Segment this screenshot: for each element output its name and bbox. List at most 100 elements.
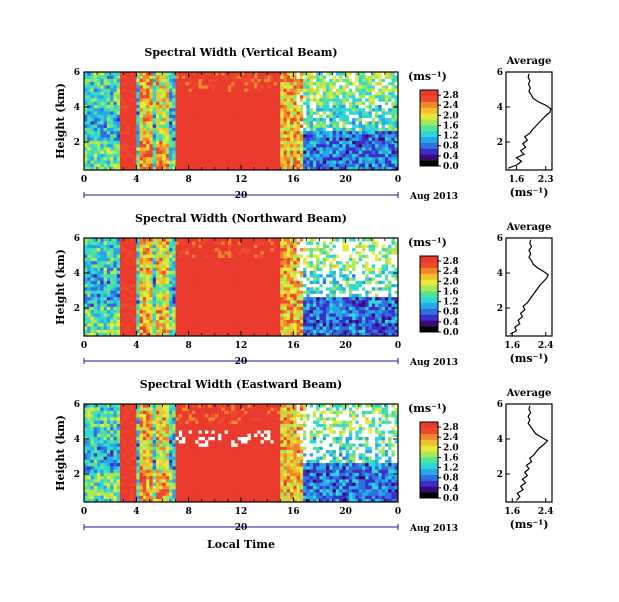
heatmap-cell [107,267,111,271]
heatmap-cell [195,141,199,145]
heatmap-cell [349,98,353,102]
heatmap-cell [169,75,173,79]
heatmap-cell [346,154,350,158]
heatmap-cell [303,82,307,86]
heatmap-cell [208,108,212,112]
heatmap-cell [149,105,153,109]
heatmap-cell [261,261,265,265]
heatmap-cell [172,108,176,112]
heatmap-cell [280,297,284,301]
heatmap-cell [202,131,206,135]
heatmap-cell [163,277,167,281]
heatmap-cell [228,284,232,288]
heatmap-cell [355,160,359,164]
heatmap-cell [166,323,170,327]
heatmap-cell [238,287,242,291]
heatmap-cell [195,79,199,83]
heatmap-cell [261,85,265,89]
heatmap-cell [198,101,202,105]
heatmap-cell [215,241,219,245]
heatmap-cell [94,241,98,245]
heatmap-cell [228,137,232,141]
heatmap-cell [166,108,170,112]
heatmap-cell [143,297,147,301]
heatmap-cell [140,267,144,271]
heatmap-cell [248,144,252,148]
heatmap-cell [385,131,389,135]
heatmap-cell [153,134,157,138]
heatmap-cell [241,284,245,288]
heatmap-cell [378,131,382,135]
heatmap-cell [277,163,281,167]
heatmap-cell [123,137,127,141]
heatmap-cell [284,98,288,102]
heatmap-cell [208,131,212,135]
heatmap-cell [189,264,193,268]
heatmap-cell [127,261,131,265]
heatmap-cell [228,114,232,118]
heatmap-cell [287,329,291,333]
heatmap-cell [169,111,173,115]
heatmap-cell [326,101,330,105]
heatmap-cell [113,79,117,83]
heatmap-cell [251,101,255,105]
heatmap-cell [346,157,350,161]
heatmap-cell [241,141,245,145]
heatmap-cell [146,128,150,132]
heatmap-cell [120,258,124,262]
heatmap-cell [228,316,232,320]
heatmap-cell [228,88,232,92]
heatmap-cell [313,134,317,138]
heatmap-cell [127,245,131,249]
heatmap-cell [225,105,229,109]
heatmap-cell [218,287,222,291]
heatmap-cell [166,284,170,288]
heatmap-cell [140,98,144,102]
heatmap-cell [267,329,271,333]
heatmap-cell [166,290,170,294]
colorbar-tick-label: 1.6 [443,121,459,131]
heatmap-cell [120,274,124,278]
heatmap-cell [91,157,95,161]
heatmap-cell [248,121,252,125]
heatmap-cell [264,114,268,118]
heatmap-cell [185,144,189,148]
heatmap-cell [153,307,157,311]
heatmap-cell [303,121,307,125]
heatmap-cell [143,251,147,255]
heatmap-cell [287,147,291,151]
heatmap-cell [349,108,353,112]
heatmap-cell [133,245,137,249]
heatmap-cell [221,154,225,158]
heatmap-cell [287,323,291,327]
heatmap-cell [313,141,317,145]
heatmap-cell [166,95,170,99]
heatmap-cell [153,316,157,320]
heatmap-cell [143,154,147,158]
heatmap-cell [205,277,209,281]
heatmap-cell [225,313,229,317]
heatmap-cell [277,92,281,96]
heatmap-cell [149,310,153,314]
heatmap-cell [120,101,124,105]
heatmap-cell [130,297,134,301]
heatmap-cell [293,303,297,307]
heatmap-cell [215,131,219,135]
heatmap-cell [163,98,167,102]
heatmap-cell [261,316,265,320]
heatmap-cell [284,105,288,109]
heatmap-cell [136,85,140,89]
heatmap-cell [182,320,186,324]
heatmap-cell [218,316,222,320]
heatmap-cell [257,300,261,304]
heatmap-cell [264,85,268,89]
heatmap-cell [391,75,395,79]
heatmap-cell [267,280,271,284]
heatmap-cell [176,326,180,330]
heatmap-cell [202,284,206,288]
heatmap-cell [225,241,229,245]
heatmap-cell [225,287,229,291]
heatmap-cell [149,98,153,102]
heatmap-cell [234,287,238,291]
heatmap-cell [280,248,284,252]
